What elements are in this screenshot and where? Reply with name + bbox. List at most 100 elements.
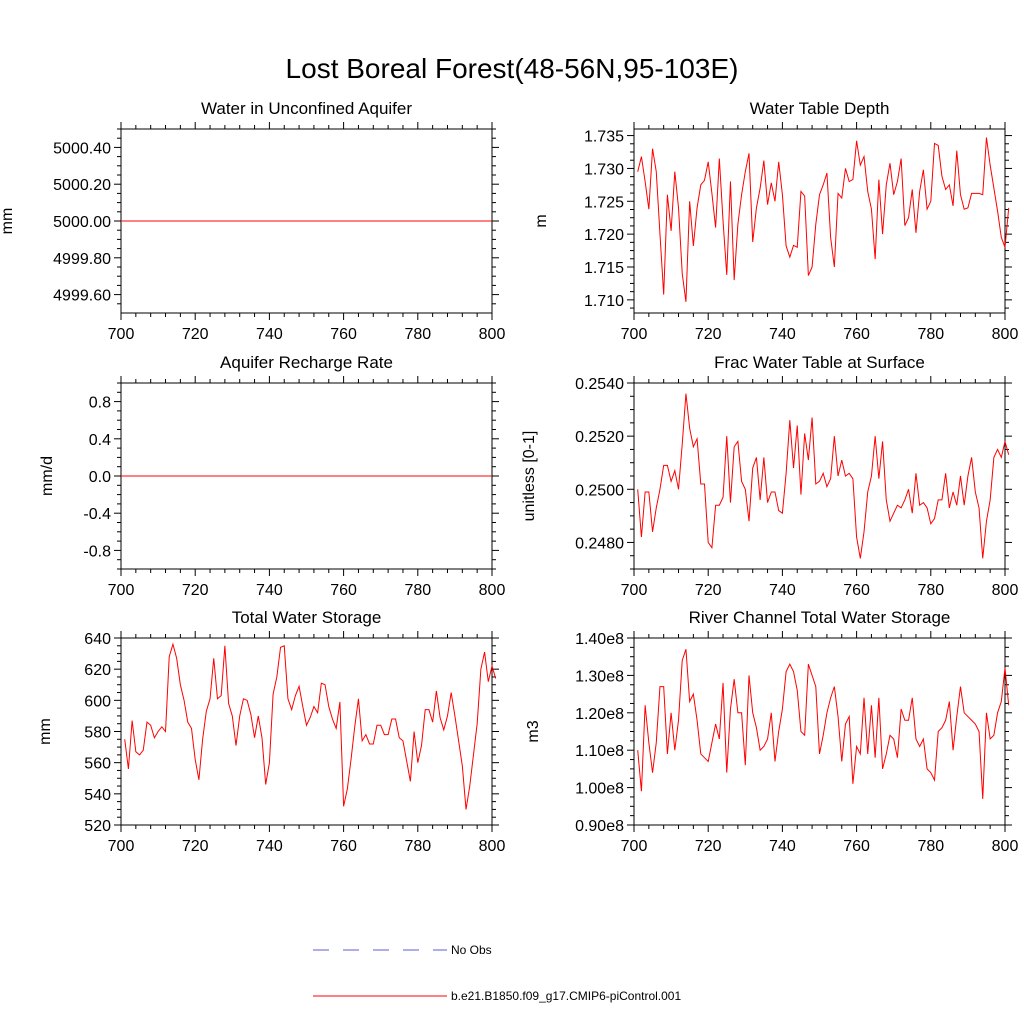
- panel-title: Water Table Depth: [750, 99, 890, 118]
- plot-frame: [633, 637, 1006, 826]
- x-tick-label: 800: [992, 582, 1019, 599]
- y-tick-label: 5000.00: [53, 214, 111, 231]
- y-tick-label: 1.00e8: [575, 781, 624, 798]
- y-tick-label: 540: [84, 787, 111, 804]
- x-tick-label: 700: [621, 326, 648, 343]
- x-tick-label: 740: [256, 326, 283, 343]
- x-tick-label: 760: [330, 838, 357, 855]
- legend-no-obs-label: No Obs: [451, 943, 492, 957]
- x-tick-label: 720: [695, 582, 722, 599]
- y-tick-label: 1.10e8: [575, 743, 624, 760]
- x-tick-label: 700: [621, 838, 648, 855]
- y-tick-label: 0.2540: [575, 376, 624, 393]
- y-tick-label: 1.720: [584, 227, 624, 244]
- series-line-1: [637, 649, 1010, 799]
- y-tick-label: 0.2500: [575, 482, 624, 499]
- panel-title: Total Water Storage: [232, 608, 382, 627]
- panels: Water in Unconfined Aquifer 700 720 740 760 7…: [0, 99, 1018, 855]
- x-tick-label: 720: [182, 326, 209, 343]
- x-tick-label: 780: [404, 582, 431, 599]
- y-tick-label: 580: [84, 725, 111, 742]
- panel-title: Aquifer Recharge Rate: [220, 353, 393, 372]
- x-tick-label: 740: [256, 838, 283, 855]
- x-tick-label: 800: [992, 838, 1019, 855]
- x-tick-label: 780: [404, 326, 431, 343]
- x-tick-label: 760: [330, 582, 357, 599]
- x-tick-label: 740: [769, 838, 796, 855]
- y-tick-label: 5000.40: [53, 140, 111, 157]
- y-tick-label: 520: [84, 818, 111, 835]
- y-tick-label: 4999.60: [53, 288, 111, 305]
- panel-title: Water in Unconfined Aquifer: [201, 99, 412, 118]
- legend: No Obs b.e21.B1850.f09_g17.CMIP6-piContr…: [313, 943, 681, 1003]
- y-tick-label: 1.725: [584, 194, 624, 211]
- figure-title: Lost Boreal Forest(48-56N,95-103E): [286, 53, 739, 84]
- chart-panel-2: Water Table Depth 700 720 740 760 780 800 1.710…: [533, 99, 1018, 343]
- y-tick-label: 0.90e8: [575, 818, 624, 835]
- x-tick-label: 740: [769, 326, 796, 343]
- x-tick-label: 780: [917, 326, 944, 343]
- y-tick-label: 1.20e8: [575, 706, 624, 723]
- plot-frame: [633, 382, 1006, 570]
- y-tick-label: 5000.20: [53, 177, 111, 194]
- y-tick-label: -0.8: [83, 543, 111, 560]
- x-tick-label: 740: [256, 582, 283, 599]
- x-tick-label: 720: [695, 838, 722, 855]
- y-tick-label: 0.2480: [575, 535, 624, 552]
- series-line-1: [124, 642, 497, 810]
- plot-frame: [633, 128, 1006, 314]
- y-tick-label: 0.2520: [575, 429, 624, 446]
- x-tick-label: 800: [479, 838, 506, 855]
- x-tick-label: 720: [695, 326, 722, 343]
- x-tick-label: 700: [621, 582, 648, 599]
- y-tick-label: 1.715: [584, 260, 624, 277]
- y-tick-label: 1.710: [584, 293, 624, 310]
- y-tick-label: 1.40e8: [575, 631, 624, 648]
- y-tick-label: 560: [84, 756, 111, 773]
- y-tick-label: 1.735: [584, 129, 624, 146]
- y-tick-label: 0.4: [89, 432, 111, 449]
- chart-panel-6: River Channel Total Water Storage 700 720 7…: [525, 608, 1018, 855]
- chart-panel-1: Water in Unconfined Aquifer 700 720 740 760 7…: [0, 99, 505, 343]
- x-tick-label: 700: [108, 582, 135, 599]
- y-axis-label: m3: [525, 720, 542, 742]
- x-tick-label: 760: [843, 326, 870, 343]
- plot-frame: [120, 637, 493, 826]
- x-tick-label: 720: [182, 582, 209, 599]
- x-tick-label: 780: [917, 582, 944, 599]
- y-tick-label: 620: [84, 662, 111, 679]
- x-tick-label: 760: [843, 838, 870, 855]
- x-tick-label: 800: [992, 326, 1019, 343]
- y-tick-label: 640: [84, 631, 111, 648]
- series-line-1: [637, 393, 1010, 559]
- x-tick-label: 700: [108, 838, 135, 855]
- panel-title: Frac Water Table at Surface: [714, 353, 925, 372]
- y-axis-label: m: [533, 214, 550, 227]
- y-tick-label: 1.730: [584, 161, 624, 178]
- x-tick-label: 760: [330, 326, 357, 343]
- chart-panel-5: Total Water Storage 700 720 740 760 780 800 520…: [37, 608, 505, 855]
- y-axis-label: mm: [0, 208, 16, 235]
- x-tick-label: 740: [769, 582, 796, 599]
- series-line-1: [637, 137, 1010, 302]
- x-tick-label: 700: [108, 326, 135, 343]
- y-tick-label: 1.30e8: [575, 668, 624, 685]
- panel-title: River Channel Total Water Storage: [689, 608, 951, 627]
- legend-model-label: b.e21.B1850.f09_g17.CMIP6-piControl.001: [451, 989, 681, 1003]
- x-tick-label: 720: [182, 838, 209, 855]
- y-axis-label: mm/d: [39, 456, 56, 496]
- y-tick-label: -0.4: [83, 506, 111, 523]
- x-tick-label: 780: [917, 838, 944, 855]
- y-tick-label: 0.8: [89, 395, 111, 412]
- x-tick-label: 800: [479, 582, 506, 599]
- chart-panel-4: Frac Water Table at Surface 700 720 740 760 7…: [521, 353, 1018, 599]
- y-tick-label: 0.0: [89, 469, 111, 486]
- x-tick-label: 800: [479, 326, 506, 343]
- chart-panel-3: Aquifer Recharge Rate 700 720 740 760 780 800 -…: [39, 353, 505, 599]
- y-tick-label: 4999.80: [53, 251, 111, 268]
- x-tick-label: 760: [843, 582, 870, 599]
- y-tick-label: 600: [84, 693, 111, 710]
- y-axis-label: unitless [0-1]: [521, 431, 538, 522]
- y-axis-label: mm: [37, 718, 54, 745]
